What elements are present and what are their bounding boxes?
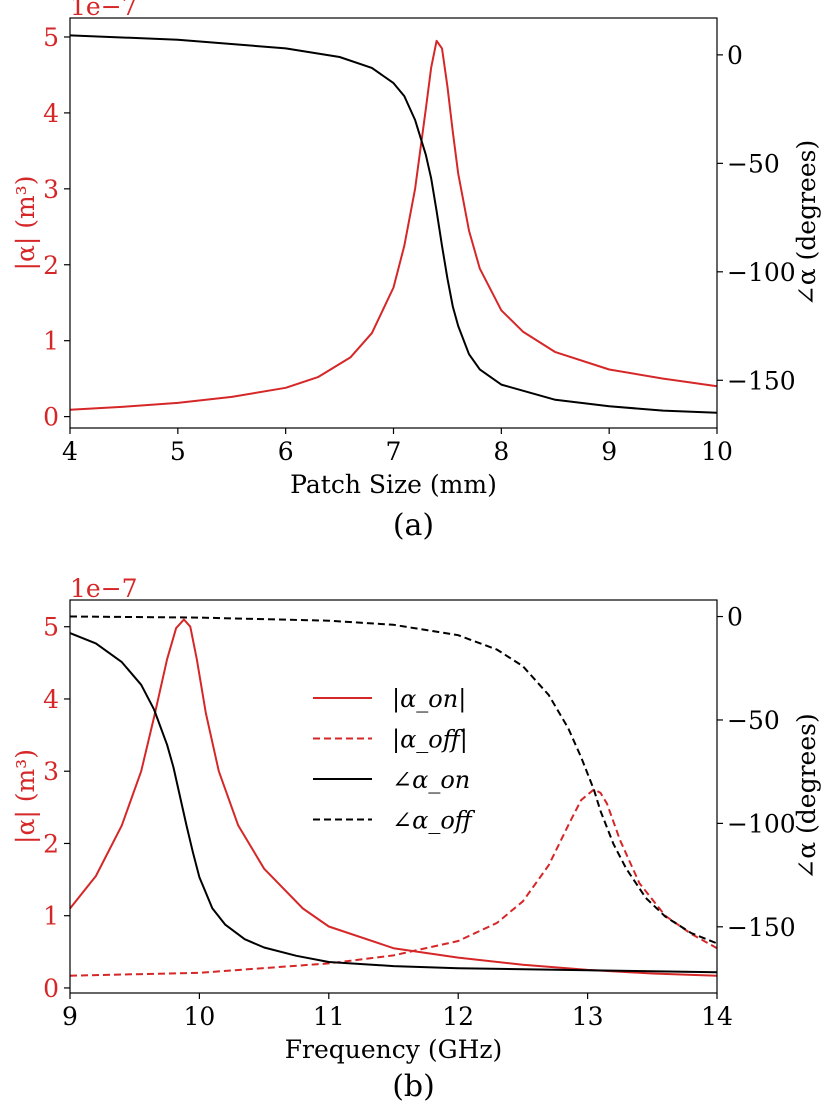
y-left-tick-label: 2: [43, 829, 59, 858]
series-line-phase-1: [69, 34, 718, 414]
x-tick-label: 9: [62, 1002, 78, 1031]
y-left-axis-label: |α| (m³): [11, 749, 41, 844]
y-left-tick-label: 3: [43, 175, 59, 204]
y-left-tick-label: 4: [43, 685, 59, 714]
x-tick-label: 10: [183, 1002, 215, 1031]
y-right-tick-label: −100: [727, 809, 796, 838]
y-left-axis-label: |α| (m³): [11, 176, 41, 271]
y-left-tick-label: 0: [43, 974, 59, 1003]
x-tick-label: 7: [386, 437, 402, 466]
y-right-tick-label: −150: [727, 913, 796, 942]
y-right-tick-label: −50: [727, 149, 780, 178]
legend-label: ∠α_off: [392, 807, 476, 835]
legend: |α_on| |α_off| ∠α_on ∠α_off: [313, 685, 476, 835]
x-tick-label: 13: [572, 1002, 604, 1031]
series-line-magnitude-1: [69, 788, 718, 977]
y-left-tick-label: 1: [43, 327, 59, 356]
y-left-tick-label: 0: [43, 403, 59, 432]
x-tick-label: 8: [493, 437, 509, 466]
series-line-magnitude-0: [69, 618, 718, 977]
y-left-scale-label: 1e−7: [70, 574, 138, 603]
x-tick-label: 5: [170, 437, 186, 466]
y-left-tick-label: 5: [43, 23, 59, 52]
y-left-tick-label: 3: [43, 757, 59, 786]
plot-frame: [69, 599, 718, 994]
x-axis-label: Frequency (GHz): [285, 1035, 503, 1064]
y-right-tick-label: −100: [727, 258, 796, 287]
x-tick-label: 6: [278, 437, 294, 466]
y-right-axis-label: ∠α (degrees): [792, 140, 821, 306]
x-tick-label: 10: [701, 437, 733, 466]
legend-label: ∠α_on: [392, 766, 470, 794]
y-right-axis-label: ∠α (degrees): [792, 713, 821, 879]
x-tick-label: 12: [442, 1002, 474, 1031]
y-left-tick-label: 4: [43, 99, 59, 128]
x-tick-label: 9: [601, 437, 617, 466]
panel-caption: (b): [392, 1069, 435, 1104]
y-right-tick-label: 0: [727, 603, 743, 632]
x-axis-label: Patch Size (mm): [290, 470, 497, 499]
x-tick-label: 14: [701, 1002, 733, 1031]
y-right-tick-label: −150: [727, 366, 796, 395]
y-left-scale-label: 1e−7: [70, 0, 138, 21]
series-line-phase-2: [69, 632, 718, 974]
series-line-magnitude-0: [69, 39, 718, 411]
chart-panel-a: 4 5 6 7 8 9 10 0 1 2 3 4 5 0 −50 −100 −150 1e−7 Patch Size…: [11, 0, 821, 543]
series-line-phase-3: [69, 615, 718, 945]
y-left-tick-label: 5: [43, 613, 59, 642]
y-left-tick-label: 2: [43, 251, 59, 280]
y-left-tick-label: 1: [43, 902, 59, 931]
x-tick-label: 4: [62, 437, 78, 466]
x-tick-label: 11: [313, 1002, 345, 1031]
legend-label: |α_off|: [392, 726, 468, 755]
y-right-tick-label: 0: [727, 41, 743, 70]
panel-caption: (a): [393, 508, 434, 543]
plot-frame: [69, 17, 718, 429]
y-right-tick-label: −50: [727, 706, 780, 735]
legend-label: |α_on|: [392, 685, 466, 714]
